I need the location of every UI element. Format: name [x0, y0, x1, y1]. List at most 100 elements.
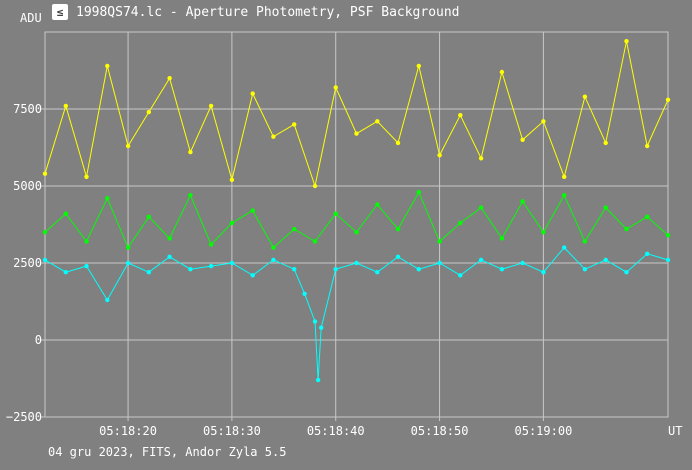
data-point	[125, 143, 131, 149]
data-point	[333, 267, 338, 272]
data-point	[229, 220, 235, 226]
data-point	[125, 260, 131, 266]
window-title-bar: ≤ 1998QS74.lc - Aperture Photometry, PSF…	[52, 3, 460, 21]
data-point	[416, 190, 421, 195]
data-point	[333, 211, 338, 216]
data-point	[84, 239, 89, 244]
x-tick-label: 05:18:40	[307, 424, 365, 438]
data-point	[312, 319, 318, 324]
series-line	[44, 41, 669, 188]
data-point	[562, 193, 567, 198]
data-point	[458, 220, 463, 226]
data-point	[478, 156, 484, 161]
data-point	[188, 193, 193, 198]
data-point	[271, 134, 276, 139]
data-point	[229, 260, 235, 266]
data-point	[520, 137, 525, 142]
series-line	[44, 246, 669, 381]
data-point	[375, 270, 380, 275]
data-point	[229, 177, 235, 182]
data-point	[645, 143, 650, 149]
y-tick-label: 5000	[13, 179, 42, 193]
data-point	[105, 297, 110, 303]
data-point	[603, 205, 608, 210]
data-point	[271, 245, 276, 250]
data-point	[250, 208, 255, 213]
data-point	[458, 273, 463, 278]
data-point	[84, 263, 89, 269]
data-point	[603, 140, 608, 146]
data-point	[167, 254, 172, 259]
data-point	[167, 76, 172, 81]
data-point	[312, 183, 318, 189]
data-point	[624, 39, 629, 44]
data-point	[624, 226, 629, 232]
data-point	[499, 236, 505, 241]
data-point	[84, 174, 89, 179]
series-2	[42, 245, 671, 383]
data-point	[375, 202, 380, 207]
data-point	[292, 267, 297, 272]
data-point	[562, 174, 567, 179]
data-point	[188, 149, 193, 155]
data-point	[250, 273, 255, 278]
series-line	[44, 191, 669, 249]
data-point	[499, 69, 505, 75]
data-point	[395, 254, 401, 259]
data-point	[582, 267, 588, 272]
data-point	[354, 260, 359, 266]
series-0	[42, 39, 671, 189]
series-1	[42, 190, 671, 250]
y-tick-label: 2500	[13, 256, 42, 270]
data-point	[354, 131, 359, 136]
data-point	[520, 260, 525, 266]
data-point	[665, 97, 671, 103]
data-point	[354, 230, 359, 235]
data-point	[250, 91, 255, 96]
data-point	[302, 291, 307, 296]
data-point	[319, 325, 324, 330]
data-point	[63, 103, 68, 109]
data-point	[315, 377, 321, 383]
data-point	[478, 257, 484, 263]
data-point	[541, 230, 546, 235]
window-title: 1998QS74.lc - Aperture Photometry, PSF B…	[76, 4, 460, 20]
data-point	[105, 63, 110, 69]
data-point	[416, 267, 421, 272]
data-point	[292, 226, 297, 232]
plot-frame	[44, 31, 669, 418]
y-tick-label: 0	[35, 333, 42, 347]
data-point	[624, 270, 629, 275]
data-point	[665, 233, 671, 238]
x-axis-label: UT	[668, 424, 682, 438]
x-tick-label: 05:19:00	[515, 424, 573, 438]
data-point	[437, 153, 442, 158]
data-point	[312, 239, 318, 244]
data-point	[499, 267, 505, 272]
data-point	[42, 230, 48, 235]
data-point	[582, 239, 588, 244]
photometry-app-icon[interactable]: ≤	[52, 4, 68, 20]
data-point	[42, 171, 48, 176]
data-point	[146, 214, 151, 219]
data-point	[146, 270, 151, 275]
data-point	[395, 226, 401, 232]
y-tick-label: −2500	[6, 410, 42, 424]
data-point	[188, 267, 193, 272]
data-point	[146, 109, 151, 115]
data-point	[645, 214, 650, 219]
footer-info: 04 gru 2023, FITS, Andor Zyla 5.5	[48, 445, 287, 459]
data-point	[105, 196, 110, 201]
data-point	[665, 257, 671, 263]
data-point	[292, 122, 297, 127]
data-point	[603, 257, 608, 263]
data-point	[437, 239, 442, 244]
data-point	[271, 257, 276, 263]
data-point	[437, 260, 442, 266]
data-point	[562, 245, 567, 250]
data-point	[63, 211, 68, 216]
data-point	[395, 140, 401, 146]
data-point	[208, 242, 214, 247]
data-point	[208, 103, 214, 109]
